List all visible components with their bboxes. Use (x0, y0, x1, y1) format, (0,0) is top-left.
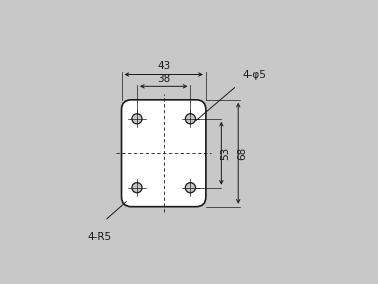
Text: 4-φ5: 4-φ5 (242, 70, 266, 80)
Text: 43: 43 (157, 61, 170, 71)
FancyBboxPatch shape (121, 100, 206, 207)
Text: 53: 53 (220, 147, 230, 160)
Circle shape (132, 114, 142, 124)
Text: 38: 38 (157, 74, 170, 83)
Circle shape (132, 183, 142, 193)
Circle shape (185, 183, 195, 193)
Text: 68: 68 (237, 147, 247, 160)
Text: 4-R5: 4-R5 (88, 232, 112, 242)
Circle shape (185, 114, 195, 124)
